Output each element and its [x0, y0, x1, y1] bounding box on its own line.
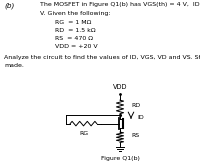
Text: RG: RG [79, 131, 88, 136]
Text: RS  = 470 Ω: RS = 470 Ω [55, 36, 93, 41]
Text: Analyze the circuit to find the values of ID, VGS, VD and VS. State any assumpti: Analyze the circuit to find the values o… [4, 55, 200, 60]
Text: RD  = 1.5 kΩ: RD = 1.5 kΩ [55, 28, 96, 33]
Text: V. Given the following:: V. Given the following: [40, 11, 110, 16]
Text: The MOSFET in Figure Q1(b) has VGS(th) = 4 V,  ID(on) = 4 mA and VGS(on) = 6: The MOSFET in Figure Q1(b) has VGS(th) =… [40, 2, 200, 7]
Text: RG  = 1 MΩ: RG = 1 MΩ [55, 20, 91, 25]
Text: ID: ID [137, 115, 144, 120]
Text: RS: RS [131, 133, 139, 138]
Text: RD: RD [131, 103, 140, 108]
Text: Figure Q1(b): Figure Q1(b) [101, 156, 139, 161]
Text: (b): (b) [4, 2, 14, 9]
Text: VDD: VDD [113, 84, 127, 90]
Text: VDD = +20 V: VDD = +20 V [55, 44, 98, 49]
Text: made.: made. [4, 63, 24, 68]
